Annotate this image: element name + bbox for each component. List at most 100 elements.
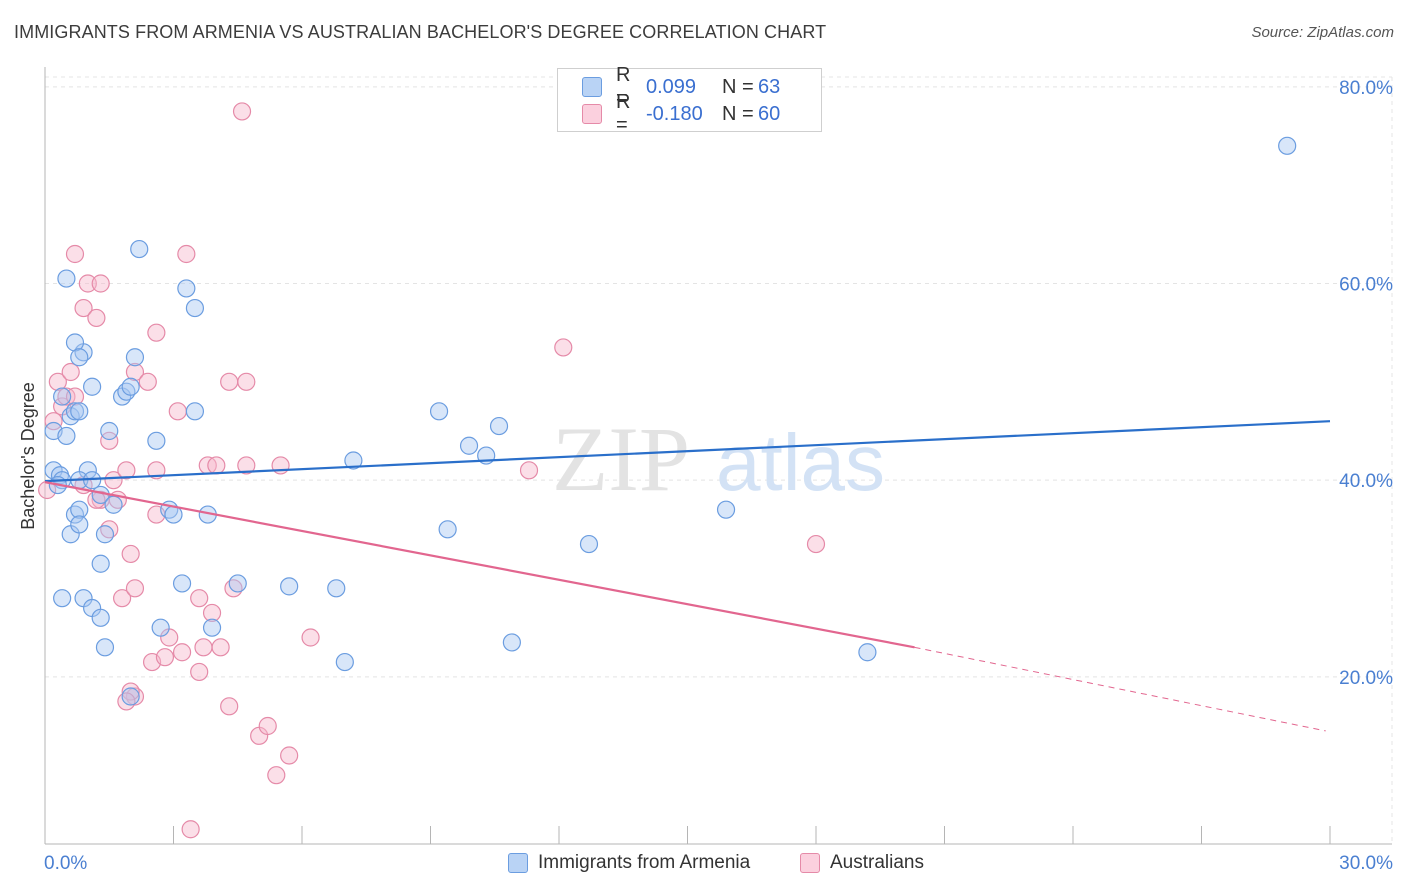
armenia-point	[716, 500, 736, 519]
armenia-point	[121, 687, 140, 706]
australians-point	[267, 766, 286, 785]
legend-row-australians: R = -0.180 N = 60	[582, 91, 781, 136]
australians-point	[181, 820, 200, 839]
australians-point	[177, 244, 196, 264]
australians-point	[207, 456, 226, 475]
armenia-point	[1278, 136, 1297, 155]
australians-point	[172, 643, 192, 662]
armenia-point	[70, 402, 89, 421]
armenia-point	[858, 643, 877, 662]
chart-title: IMMIGRANTS FROM ARMENIA VS AUSTRALIAN BA…	[14, 22, 827, 42]
armenia-point	[121, 377, 140, 396]
australians-point	[237, 372, 256, 391]
australians-point	[220, 697, 239, 716]
australians-point	[190, 662, 209, 682]
australians-point	[155, 648, 175, 667]
legend-row-armenia: R = 0.099 N = 63	[582, 64, 781, 109]
legend-n-value-blue: 63	[758, 75, 781, 98]
armenia-point	[100, 421, 119, 441]
armenia-point	[53, 589, 72, 608]
australians-point	[211, 638, 230, 657]
armenia-point	[280, 577, 299, 596]
legend-r-label: R =	[616, 91, 631, 136]
axes	[44, 67, 1392, 845]
armenia-point	[91, 608, 110, 627]
armenia-point	[429, 402, 449, 421]
x-tick-labels: 0.0% 30.0%	[44, 853, 1393, 874]
australians-point	[147, 461, 166, 480]
legend-n-label: N =	[722, 75, 754, 98]
australians-point	[117, 461, 136, 480]
australians-point	[232, 102, 252, 121]
y-tick-label: 60.0%	[1339, 275, 1393, 296]
australians-point	[61, 362, 80, 382]
x-tick-label: 30.0%	[1339, 853, 1393, 874]
armenia-point	[57, 426, 76, 446]
armenia-point	[95, 525, 115, 544]
australians-point	[78, 274, 97, 293]
legend-n-value-pink: 60	[758, 102, 781, 125]
armenia-point	[104, 495, 123, 514]
bottom-legend-australians: Australians	[800, 852, 924, 874]
armenia-point	[70, 348, 89, 367]
y-tick-label: 20.0%	[1339, 668, 1393, 689]
armenia-points	[44, 136, 1297, 706]
armenia-point	[91, 554, 110, 573]
armenia-point	[95, 638, 115, 657]
australians-point	[280, 746, 299, 765]
australians-point	[258, 716, 277, 736]
australians-point	[168, 402, 187, 421]
australians-point	[237, 456, 256, 475]
armenia-point	[65, 333, 85, 352]
armenia-point	[185, 298, 205, 318]
australians-point	[138, 372, 157, 391]
armenia-point	[228, 574, 247, 593]
australians-point	[100, 431, 119, 450]
trend-lines	[44, 420, 1331, 732]
y-tick-label: 40.0%	[1339, 471, 1393, 492]
legend-r-value-blue: 0.099	[646, 75, 697, 98]
armenia-point	[70, 515, 89, 534]
bottom-legend-swatch-pink	[800, 853, 820, 873]
australians-point	[519, 461, 539, 480]
bottom-legend-label-australians: Australians	[830, 852, 924, 873]
legend-n-label: N =	[722, 102, 754, 125]
australians-point	[125, 579, 145, 598]
australians-trend-extension	[914, 646, 1326, 732]
armenia-point	[53, 387, 72, 406]
armenia-point	[177, 279, 196, 298]
australians-point	[48, 372, 67, 391]
australians-point	[121, 544, 140, 564]
australians-point	[147, 323, 166, 342]
bottom-legend-label-armenia: Immigrants from Armenia	[538, 852, 751, 873]
australians-point	[87, 308, 106, 328]
source-label: Source: ZipAtlas.com	[1251, 24, 1394, 41]
australians-point	[125, 362, 145, 382]
australians-point	[112, 589, 132, 608]
armenia-point	[335, 652, 354, 672]
armenia-trend-line	[44, 420, 1331, 483]
armenia-point	[327, 579, 346, 598]
y-tick-labels: 20.0% 40.0% 60.0% 80.0%	[1339, 78, 1393, 689]
armenia-point	[579, 534, 599, 554]
legend-r-value-pink: -0.180	[646, 102, 703, 125]
australians-point	[554, 338, 573, 357]
watermark-zip: ZIP	[552, 408, 690, 510]
armenia-point	[57, 269, 76, 288]
australians-point	[104, 471, 123, 490]
armenia-point	[70, 500, 89, 519]
watermark-atlas: atlas	[716, 418, 885, 507]
armenia-point	[172, 574, 192, 593]
legend-swatch-pink	[582, 104, 602, 124]
australians-point	[65, 244, 85, 264]
australians-point	[220, 372, 239, 391]
bottom-legend-armenia: Immigrants from Armenia	[508, 852, 750, 874]
x-tick-label: 0.0%	[44, 853, 87, 874]
australians-point	[74, 298, 93, 318]
armenia-point	[130, 239, 149, 259]
armenia-point	[459, 436, 479, 455]
armenia-point	[202, 618, 222, 637]
y-axis-label: Bachelor's Degree	[18, 382, 38, 530]
armenia-point	[185, 402, 205, 421]
